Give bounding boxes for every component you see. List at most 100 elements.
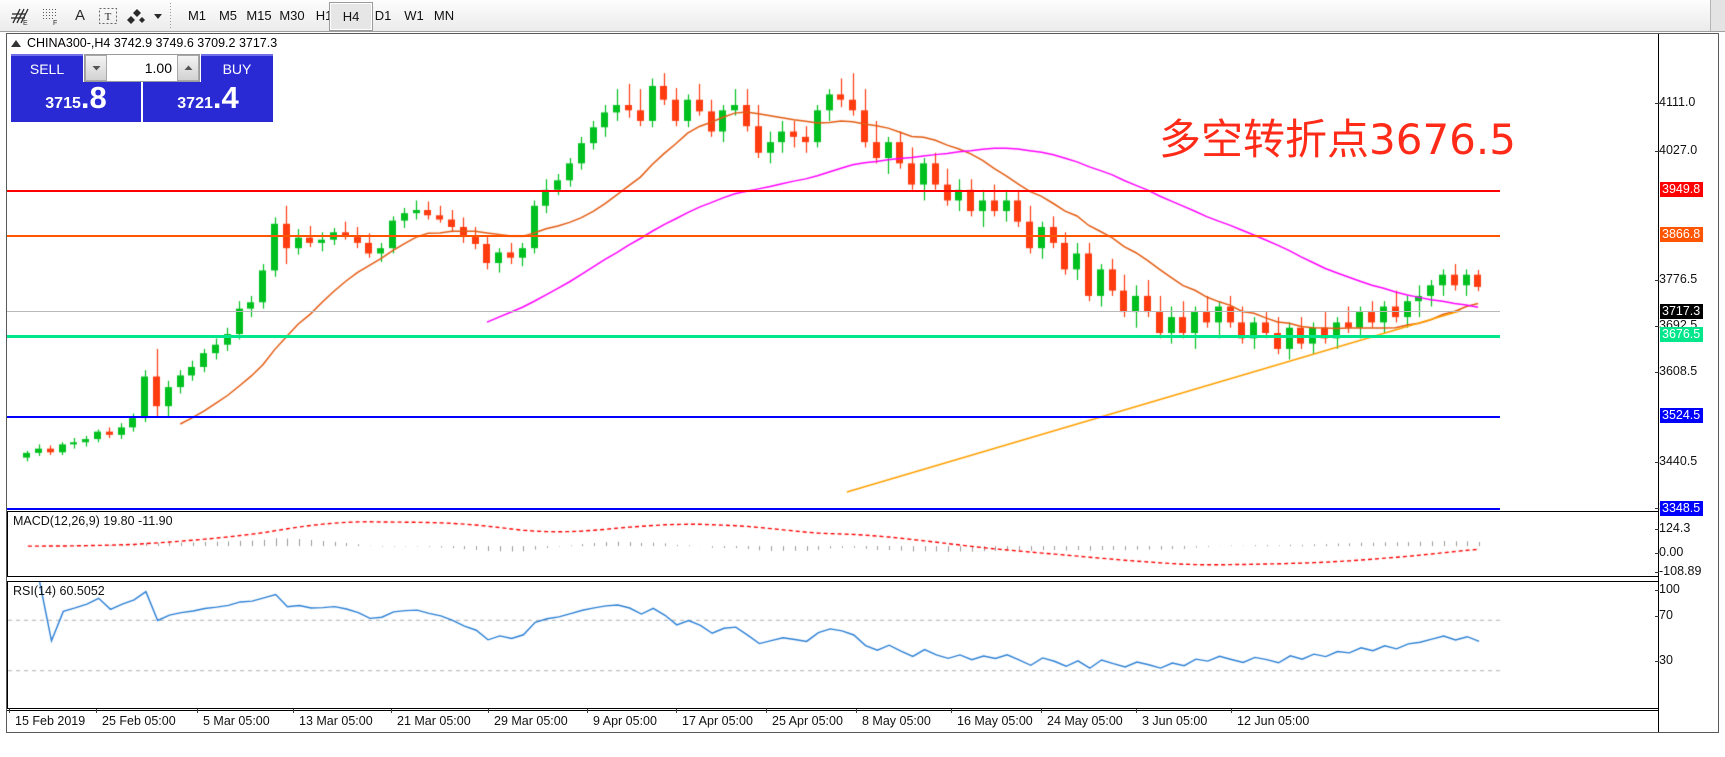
indicators-icon[interactable]: E — [8, 3, 34, 28]
time-tick-0: 15 Feb 2019 — [15, 714, 86, 728]
price-label-3717.3: 3717.3 — [1660, 304, 1704, 319]
price-tick-5: 3440.5 — [1654, 454, 1698, 468]
bid-fraction: .8 — [80, 80, 107, 115]
time-tick-mark — [197, 709, 198, 713]
indicators-glyph: E — [11, 8, 29, 26]
time-tick-3: 13 Mar 05:00 — [299, 714, 373, 728]
rsi-tick-2: 30 — [1655, 653, 1673, 667]
time-tick-mark — [1041, 709, 1042, 713]
macd-tick-1: 0.00 — [1654, 545, 1684, 559]
grid-glyph: F — [43, 8, 57, 26]
time-tick-mark — [951, 709, 952, 713]
timeframe-m1[interactable]: M1 — [176, 2, 218, 29]
timeframe-h1[interactable]: H1 — [303, 2, 345, 29]
time-tick-13: 12 Jun 05:00 — [1237, 714, 1310, 728]
time-tick-1: 25 Feb 05:00 — [102, 714, 176, 728]
time-tick-mark — [96, 709, 97, 713]
bid-integer: 3715 — [45, 95, 81, 112]
tf-label: MN — [433, 8, 455, 23]
time-tick-mark — [856, 709, 857, 713]
volume-input[interactable]: 1.00 — [107, 55, 177, 81]
objects-icon[interactable] — [124, 3, 150, 28]
time-tick-9: 8 May 05:00 — [862, 714, 931, 728]
price-label-3949.8: 3949.8 — [1660, 182, 1704, 197]
timeframe-mn[interactable]: MN — [423, 2, 465, 29]
dropdown-arrow-icon[interactable] — [150, 3, 166, 28]
level-line-3949 — [7, 190, 1500, 192]
timeframe-d1[interactable]: D1 — [362, 2, 404, 29]
quote-text: CHINA300-,H4 3742.9 3749.6 3709.2 3717.3 — [27, 36, 278, 50]
level-line-3866 — [7, 235, 1500, 237]
level-line-3348 — [7, 508, 1500, 510]
ask-integer: 3721 — [177, 95, 213, 112]
bid-price-display[interactable]: 3715 .8 — [11, 82, 141, 122]
tf-label: H4 — [342, 9, 360, 24]
symbol-quote-line: CHINA300-,H4 3742.9 3749.6 3709.2 3717.3 — [7, 34, 1718, 52]
one-click-trade-panel[interactable]: SELL 1.00 BUY 3715 .8 — [11, 54, 273, 122]
tf-label: M5 — [218, 8, 238, 23]
macd-label: MACD(12,26,9) 19.80 -11.90 — [13, 514, 173, 528]
last-price-line-3717 — [7, 311, 1500, 312]
price-quotes-row: 3715 .8 3721 .4 — [11, 82, 273, 122]
timeframe-w1[interactable]: W1 — [393, 2, 435, 29]
timeframe-m30[interactable]: M30 — [271, 2, 313, 29]
price-pane[interactable] — [7, 52, 1658, 508]
volume-decrease-button[interactable] — [85, 55, 107, 81]
time-tick-8: 25 Apr 05:00 — [772, 714, 843, 728]
time-tick-mark — [1231, 709, 1232, 713]
tf-label: M30 — [279, 8, 305, 23]
text-label-icon[interactable]: A — [68, 3, 92, 28]
ask-fraction: .4 — [212, 80, 239, 115]
time-tick-mark — [1136, 709, 1137, 713]
price-tick-4: 3608.5 — [1654, 364, 1698, 378]
time-tick-5: 29 Mar 05:00 — [494, 714, 568, 728]
timeframe-m15[interactable]: M15 — [238, 2, 280, 29]
objects-glyph — [127, 8, 145, 24]
chevron-up-icon — [184, 65, 192, 70]
time-tick-2: 5 Mar 05:00 — [203, 714, 270, 728]
grid-icon[interactable]: F — [38, 3, 64, 28]
tf-label: H1 — [315, 8, 333, 23]
text-object-glyph: T — [99, 7, 117, 24]
rsi-tick-1: 70 — [1655, 608, 1673, 622]
volume-increase-button[interactable] — [177, 55, 199, 81]
ask-price-display[interactable]: 3721 .4 — [143, 82, 273, 122]
macd-canvas[interactable] — [8, 512, 1657, 576]
sell-label: SELL — [29, 61, 65, 77]
rsi-pane[interactable]: RSI(14) 60.5052 — [7, 581, 1658, 709]
timeframe-m5[interactable]: M5 — [207, 2, 249, 29]
chevron-down-icon — [92, 66, 100, 71]
main-toolbar: E F A T M — [0, 0, 1725, 32]
price-canvas[interactable] — [7, 52, 1658, 508]
buy-button[interactable]: BUY — [201, 54, 273, 82]
chevron-down-glyph — [154, 13, 162, 19]
time-tick-mark — [488, 709, 489, 713]
rsi-canvas[interactable] — [8, 582, 1657, 708]
time-tick-6: 9 Apr 05:00 — [593, 714, 657, 728]
macd-tick-0: 124.3 — [1654, 521, 1691, 535]
price-tick-0: 4111.0 — [1654, 95, 1696, 109]
svg-text:T: T — [105, 11, 112, 23]
level-line-3524 — [7, 416, 1500, 418]
time-tick-12: 3 Jun 05:00 — [1142, 714, 1208, 728]
price-scale[interactable]: 4111.04027.03776.53692.53608.53440.53356… — [1654, 34, 1718, 732]
time-tick-7: 17 Apr 05:00 — [682, 714, 753, 728]
price-label-3866.8: 3866.8 — [1660, 227, 1704, 242]
volume-stepper[interactable]: 1.00 — [84, 54, 200, 82]
toolbar-separator — [170, 3, 171, 28]
sell-button[interactable]: SELL — [11, 54, 83, 82]
text-object-icon[interactable]: T — [95, 3, 121, 28]
price-tick-1: 4027.0 — [1654, 143, 1698, 157]
time-tick-11: 24 May 05:00 — [1047, 714, 1123, 728]
time-tick-mark — [587, 709, 588, 713]
timeframe-h4[interactable]: H4 — [329, 2, 373, 31]
buy-label: BUY — [222, 61, 252, 77]
svg-text:F: F — [53, 20, 57, 26]
collapse-triangle-icon[interactable] — [11, 39, 21, 47]
rsi-tick-0: 100 — [1655, 582, 1680, 596]
price-label-3524.5: 3524.5 — [1660, 408, 1704, 423]
chart-annotation-text: 多空转折点3676.5 — [1159, 115, 1516, 164]
macd-pane[interactable]: MACD(12,26,9) 19.80 -11.90 — [7, 511, 1658, 577]
toolbar-overflow-handle[interactable] — [1710, 0, 1725, 31]
time-scale[interactable]: 15 Feb 2019 25 Feb 05:00 5 Mar 05:00 13 Mar… — [7, 709, 1658, 732]
